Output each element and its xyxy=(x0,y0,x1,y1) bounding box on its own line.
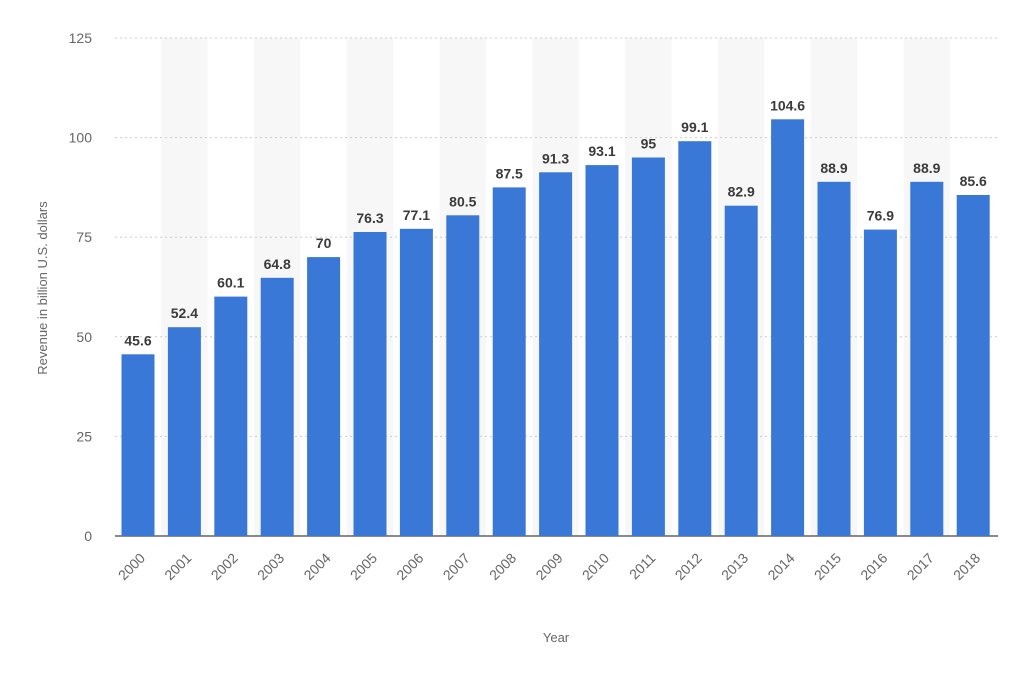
x-tick-label: 2003 xyxy=(254,550,287,583)
value-label-2013: 82.9 xyxy=(728,184,755,200)
x-tick-label: 2009 xyxy=(532,550,565,583)
y-axis-title: Revenue in billion U.S. dollars xyxy=(35,201,50,375)
bar-2008 xyxy=(492,187,526,536)
x-tick-label: 2002 xyxy=(208,550,241,583)
x-tick-label: 2008 xyxy=(486,550,519,583)
bar-2007 xyxy=(446,215,480,537)
value-label-2003: 64.8 xyxy=(264,256,291,272)
value-label-2015: 88.9 xyxy=(820,160,847,176)
bar-2013 xyxy=(724,205,758,536)
x-tick-label: 2017 xyxy=(904,550,937,583)
x-tick-label: 2014 xyxy=(764,550,797,583)
y-tick-label: 125 xyxy=(69,30,93,46)
value-label-2006: 77.1 xyxy=(403,207,430,223)
bar-2009 xyxy=(539,172,573,537)
y-tick-label: 0 xyxy=(84,528,92,544)
bar-2002 xyxy=(214,296,248,536)
x-tick-label: 2016 xyxy=(857,550,890,583)
y-tick-label: 25 xyxy=(76,428,92,444)
value-label-2014: 104.6 xyxy=(770,97,805,113)
x-tick-label: 2013 xyxy=(718,550,751,583)
value-label-2009: 91.3 xyxy=(542,150,569,166)
y-tick-label: 75 xyxy=(76,229,92,245)
x-tick-label: 2015 xyxy=(811,550,844,583)
bars xyxy=(121,119,990,537)
bar-2004 xyxy=(307,257,341,536)
y-tick-label: 100 xyxy=(69,130,93,146)
x-tick-label: 2004 xyxy=(300,550,333,583)
bar-2015 xyxy=(817,181,851,537)
value-label-2004: 70 xyxy=(316,235,332,251)
bar-2010 xyxy=(585,165,619,536)
value-labels: 45.6 52.4 60.1 64.8 70 76.3 77.1 80.5 87.5 91.3 93… xyxy=(124,97,987,348)
x-axis-ticks: 2000 2001 2002 2003 2004 2005 2006 2007 2008 2009… xyxy=(115,550,984,583)
bar-2012 xyxy=(678,141,712,536)
value-label-2005: 76.3 xyxy=(356,210,383,226)
x-tick-label: 2006 xyxy=(393,550,426,583)
y-tick-label: 50 xyxy=(76,329,92,345)
value-label-2010: 93.1 xyxy=(588,143,615,159)
bar-2016 xyxy=(863,229,897,536)
x-tick-label: 2010 xyxy=(579,550,612,583)
value-label-2008: 87.5 xyxy=(496,165,523,181)
bar-2017 xyxy=(910,181,944,537)
bar-2006 xyxy=(399,228,433,537)
bar-2001 xyxy=(167,327,201,536)
bar-2005 xyxy=(353,232,387,536)
value-label-2011: 95 xyxy=(641,136,657,152)
x-tick-label: 2005 xyxy=(347,550,380,583)
value-label-2017: 88.9 xyxy=(913,160,940,176)
x-tick-label: 2018 xyxy=(950,550,983,583)
value-label-2000: 45.6 xyxy=(124,332,151,348)
bar-2003 xyxy=(260,277,294,536)
bar-2000 xyxy=(121,354,155,536)
value-label-2002: 60.1 xyxy=(217,275,244,291)
x-tick-label: 2000 xyxy=(115,550,148,583)
value-label-2016: 76.9 xyxy=(867,208,894,224)
x-tick-label: 2007 xyxy=(440,550,473,583)
x-tick-label: 2012 xyxy=(672,550,705,583)
value-label-2001: 52.4 xyxy=(171,305,198,321)
x-axis-title: Year xyxy=(543,630,570,645)
x-tick-label: 2011 xyxy=(626,550,659,583)
x-tick-label: 2001 xyxy=(161,550,194,583)
bar-2011 xyxy=(631,157,665,536)
y-axis-ticks: 0 25 50 75 100 125 xyxy=(69,30,93,544)
value-label-2012: 99.1 xyxy=(681,119,708,135)
value-label-2007: 80.5 xyxy=(449,193,476,209)
bar-2018 xyxy=(956,195,990,536)
bar-2014 xyxy=(771,119,805,537)
value-label-2018: 85.6 xyxy=(960,173,987,189)
